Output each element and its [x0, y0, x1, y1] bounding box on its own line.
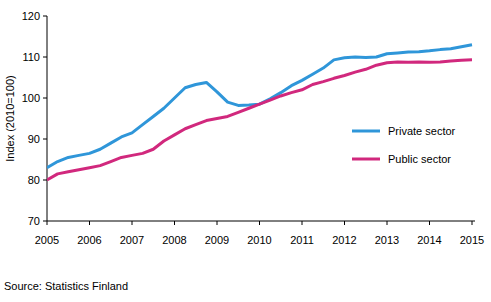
x-tick-label: 2005: [35, 234, 59, 246]
plot-area: [47, 45, 472, 180]
x-tick-label: 2007: [120, 234, 144, 246]
y-tick-label: 80: [28, 174, 40, 186]
y-tick-label: 120: [22, 10, 40, 22]
x-tick-label: 2014: [417, 234, 441, 246]
x-tick-label: 2006: [77, 234, 101, 246]
x-tick-label: 2008: [162, 234, 186, 246]
x-tick: [387, 221, 388, 225]
x-tick: [429, 221, 430, 225]
x-axis: [47, 221, 475, 222]
y-tick-label: 110: [22, 51, 40, 63]
x-tick: [132, 221, 133, 225]
legend-swatch: [352, 158, 380, 161]
y-tick-label: 70: [28, 215, 40, 227]
x-tick: [174, 221, 175, 225]
x-tick-label: 2009: [205, 234, 229, 246]
y-tick: [43, 221, 47, 222]
x-tick-label: 2012: [332, 234, 356, 246]
legend-swatch: [352, 130, 380, 133]
legend-label: Public sector: [388, 153, 451, 165]
y-axis-label: Index (2010=100): [4, 75, 16, 162]
x-tick-label: 2010: [247, 234, 271, 246]
x-tick: [47, 221, 48, 225]
x-tick: [217, 221, 218, 225]
x-tick-label: 2013: [375, 234, 399, 246]
y-tick-label: 100: [22, 92, 40, 104]
x-tick-label: 2011: [290, 234, 314, 246]
source: Source: Statistics Finland: [4, 280, 128, 292]
x-tick-label: 2015: [460, 234, 484, 246]
legend-label: Private sector: [388, 125, 456, 137]
x-tick: [259, 221, 260, 225]
x-tick: [302, 221, 303, 225]
x-tick: [89, 221, 90, 225]
y-axis: [47, 16, 48, 221]
series-line: [47, 60, 472, 180]
x-tick: [472, 221, 473, 225]
chart: 70 80 90 100 110 120 2005 2006 2007 2008 2009 2010 2…: [0, 0, 491, 302]
y-tick: [43, 180, 47, 181]
x-tick: [344, 221, 345, 225]
y-tick: [43, 139, 47, 140]
y-tick: [43, 98, 47, 99]
y-tick: [43, 16, 47, 17]
y-tick-label: 90: [28, 133, 40, 145]
y-tick: [43, 57, 47, 58]
